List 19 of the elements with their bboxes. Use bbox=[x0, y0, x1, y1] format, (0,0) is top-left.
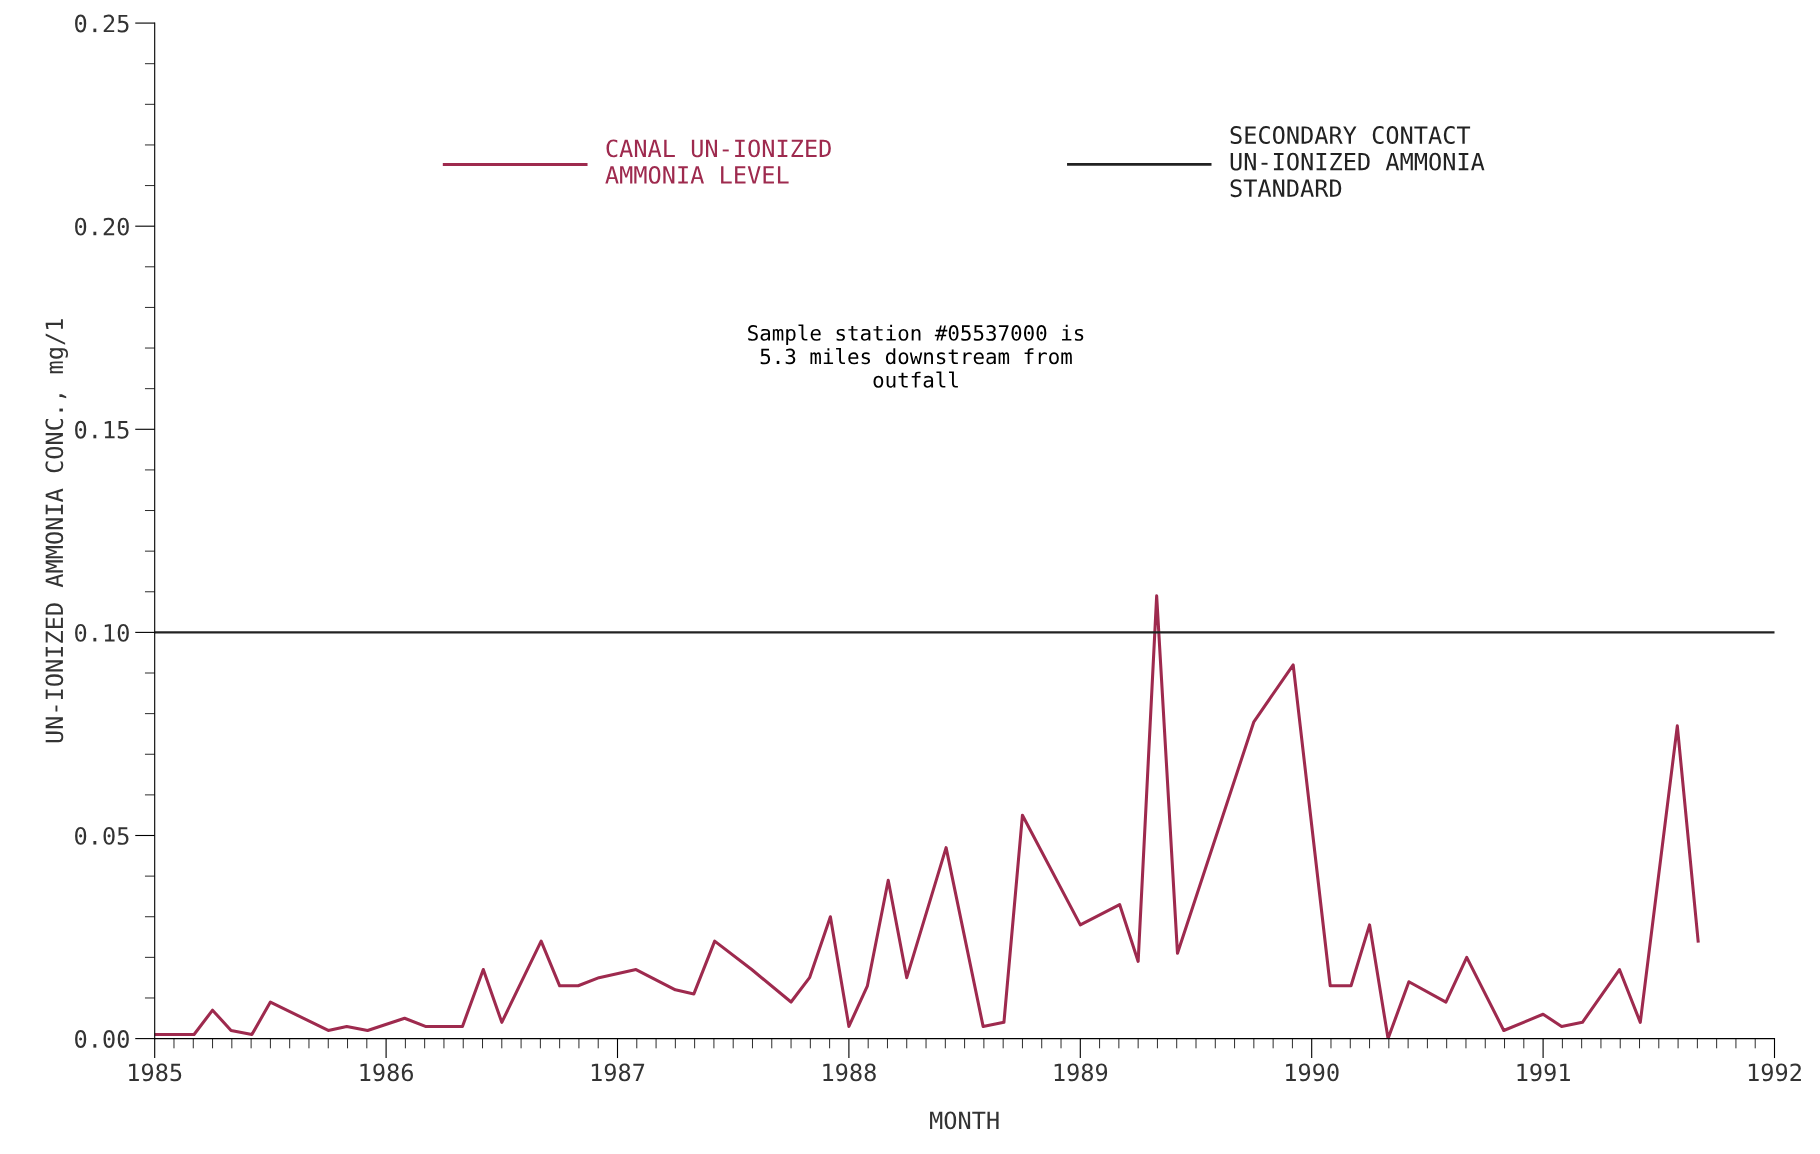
x-tick-label: 1990 bbox=[1286, 1063, 1339, 1082]
y-tick-label: 0.15 bbox=[75, 420, 129, 439]
x-tick-label: 1988 bbox=[823, 1063, 876, 1082]
y-tick-label: 0.10 bbox=[75, 623, 129, 642]
y-tick-label: 0.00 bbox=[75, 1030, 129, 1048]
annotation: Sample station #05537000 is 5.3 miles downstream from outfall bbox=[748, 324, 1084, 388]
ref-line-label: SECONDARY CONTACT UN-IONIZED AMMONIA STANDARD bbox=[1230, 126, 1485, 198]
x-tick-label: 1985 bbox=[129, 1063, 182, 1082]
x-tick-label: 1989 bbox=[1054, 1063, 1108, 1082]
x-tick-label: 1992 bbox=[1748, 1063, 1801, 1082]
x-tick-label: 1987 bbox=[591, 1063, 645, 1082]
y-tick-label: 0.05 bbox=[75, 827, 129, 845]
x-tick-label: 1986 bbox=[360, 1063, 413, 1082]
text: CANAL UN-IONIZED AMMONIA LEVEL bbox=[605, 139, 831, 184]
y-tick-label: 0.25 bbox=[75, 14, 129, 33]
y-tick-label: 0.20 bbox=[75, 217, 129, 236]
x-axis-title: MONTH bbox=[930, 1111, 999, 1130]
y-axis-title: UN-IONIZED AMMONIA CONC., mg/1 bbox=[45, 319, 68, 743]
x-tick-label: 1991 bbox=[1517, 1063, 1570, 1082]
